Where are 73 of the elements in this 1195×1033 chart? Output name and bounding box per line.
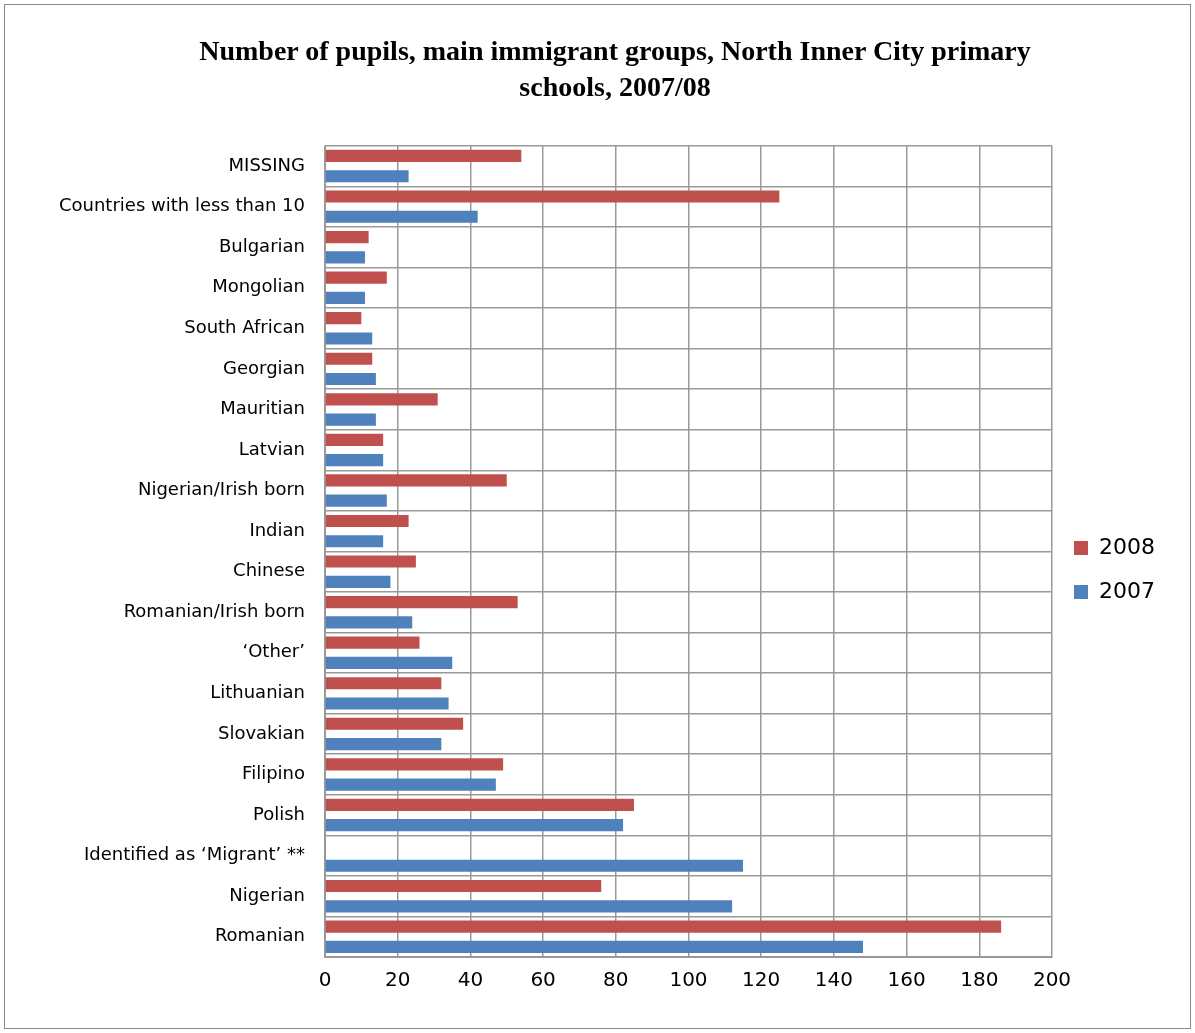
bar (325, 636, 420, 649)
y-tick-label: Indian (249, 518, 305, 540)
bar (325, 454, 384, 467)
bar (325, 149, 522, 163)
bar (325, 737, 442, 751)
x-tick-label: 160 (887, 967, 926, 992)
bar (325, 352, 373, 365)
bar (325, 819, 624, 832)
y-tick-label: Georgian (223, 356, 305, 378)
chart-title: Number of pupils, main immigrant groups, North Inner City primary schools, 2007/08 (198, 34, 1032, 104)
y-tick-label: South African (184, 315, 305, 337)
bar (325, 413, 376, 426)
y-tick-label: Mongolian (212, 275, 305, 297)
y-tick-label: Romanian (214, 924, 305, 946)
bar (325, 535, 384, 548)
bar (325, 656, 453, 670)
bar (325, 616, 413, 629)
bar (325, 230, 369, 244)
bar (325, 372, 376, 386)
x-tick-label: 40 (457, 967, 484, 992)
bar (325, 514, 409, 528)
bar (325, 251, 365, 264)
y-tick-label: MISSING (228, 153, 305, 175)
bar (325, 494, 387, 507)
y-tick-label: Lithuanian (210, 681, 305, 703)
x-tick-label: 120 (742, 967, 781, 992)
bar (325, 291, 365, 304)
y-tick-label: Slovakian (218, 721, 305, 743)
x-tick-label: 200 (1032, 967, 1072, 992)
y-tick-label: Mauritian (220, 397, 305, 419)
legend-label: 2008 (1099, 533, 1156, 559)
y-tick-label: Nigerian (229, 883, 305, 905)
x-tick-label: 0 (318, 967, 332, 992)
x-tick-label: 140 (814, 967, 853, 992)
bar (325, 900, 733, 913)
bar (325, 677, 442, 690)
bar (325, 170, 409, 183)
y-tick-label: Polish (252, 802, 305, 824)
y-tick-label: ‘Other’ (242, 640, 305, 662)
bar (325, 879, 602, 893)
bar (325, 474, 507, 487)
bar (325, 717, 464, 730)
y-tick-label: Chinese (233, 559, 305, 581)
y-tick-label: Latvian (238, 437, 305, 459)
bar (325, 940, 863, 953)
y-tick-label: Countries with less than 10 (58, 194, 305, 216)
bar (325, 798, 634, 811)
bar (325, 920, 1002, 933)
bar (325, 393, 438, 406)
legend-label: 2007 (1099, 577, 1156, 603)
bar (325, 596, 518, 609)
x-tick-label: 60 (530, 967, 556, 992)
y-tick-label: Filipino (242, 762, 305, 784)
bar (325, 575, 391, 588)
y-tick-label: Nigerian/Irish born (137, 478, 305, 500)
bar (325, 697, 449, 710)
bar (325, 758, 504, 771)
bar (325, 271, 387, 284)
bar (325, 433, 384, 446)
bar (325, 190, 780, 203)
bar (325, 312, 362, 325)
x-tick-label: 80 (603, 967, 629, 992)
x-tick-label: 100 (669, 967, 708, 992)
y-tick-label: Bulgarian (218, 234, 305, 256)
bar (325, 859, 744, 872)
y-tick-label: Romanian/Irish born (123, 599, 305, 621)
bar (325, 778, 496, 791)
y-tick-label: Identified as ‘Migrant’ ** (84, 843, 305, 865)
bar (325, 555, 416, 568)
x-tick-label: 20 (384, 967, 411, 992)
bar (325, 332, 373, 345)
bar (325, 210, 478, 223)
x-tick-label: 180 (960, 967, 999, 992)
